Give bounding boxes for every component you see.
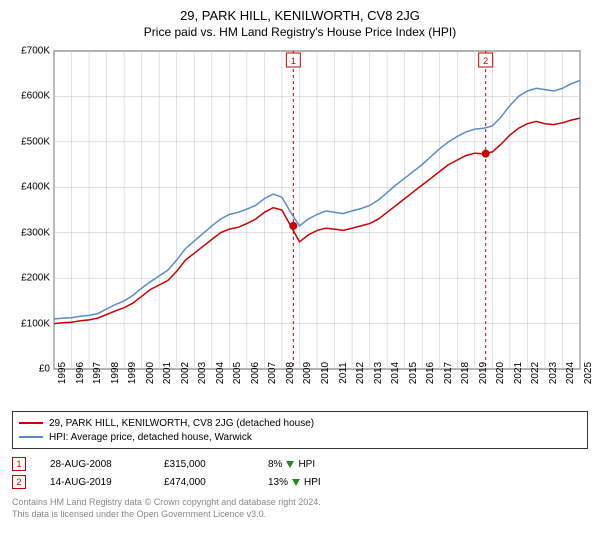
- x-tick-label: 2002: [180, 362, 191, 384]
- sale-date: 28-AUG-2008: [50, 459, 140, 470]
- y-tick-label: £100K: [21, 318, 50, 329]
- sale-delta-pct: 13%: [268, 477, 288, 488]
- sale-delta: 8% HPI: [268, 459, 315, 470]
- sale-delta: 13% HPI: [268, 477, 321, 488]
- legend-swatch: [19, 422, 43, 424]
- legend-item: HPI: Average price, detached house, Warw…: [19, 430, 581, 444]
- x-tick-label: 2010: [320, 362, 331, 384]
- y-tick-label: £600K: [21, 91, 50, 102]
- y-axis-labels: £0£100K£200K£300K£400K£500K£600K£700K: [12, 45, 54, 405]
- sales-table: 1 28-AUG-2008 £315,000 8% HPI 2 14-AUG-2019 £47…: [12, 455, 588, 491]
- x-tick-label: 2017: [443, 362, 454, 384]
- chart-subtitle: Price paid vs. HM Land Registry's House …: [12, 25, 588, 39]
- x-tick-label: 2004: [215, 362, 226, 384]
- chart-area: 12 £0£100K£200K£300K£400K£500K£600K£700K…: [12, 45, 588, 405]
- y-tick-label: £300K: [21, 227, 50, 238]
- footer-line: Contains HM Land Registry data © Crown c…: [12, 497, 588, 509]
- sale-price: £315,000: [164, 459, 244, 470]
- x-tick-label: 2014: [390, 362, 401, 384]
- x-axis-labels: 1995199619971998199920002001200220032004…: [12, 369, 588, 405]
- x-tick-label: 2000: [145, 362, 156, 384]
- y-tick-label: £400K: [21, 182, 50, 193]
- sale-delta-suffix: HPI: [304, 477, 321, 488]
- footer-attribution: Contains HM Land Registry data © Crown c…: [12, 497, 588, 520]
- x-tick-label: 2022: [530, 362, 541, 384]
- sale-date: 14-AUG-2019: [50, 477, 140, 488]
- x-tick-label: 2009: [302, 362, 313, 384]
- line-chart: 12: [12, 45, 588, 405]
- sale-delta-suffix: HPI: [298, 459, 315, 470]
- y-tick-label: £200K: [21, 273, 50, 284]
- x-tick-label: 1999: [127, 362, 138, 384]
- x-tick-label: 2016: [425, 362, 436, 384]
- x-tick-label: 2020: [495, 362, 506, 384]
- x-tick-label: 2005: [232, 362, 243, 384]
- x-tick-label: 2006: [250, 362, 261, 384]
- x-tick-label: 1995: [57, 362, 68, 384]
- sale-marker-box: 2: [12, 475, 26, 489]
- x-tick-label: 2024: [565, 362, 576, 384]
- arrow-down-icon: [286, 461, 294, 468]
- legend-label: HPI: Average price, detached house, Warw…: [49, 432, 252, 443]
- sale-delta-pct: 8%: [268, 459, 282, 470]
- x-tick-label: 2012: [355, 362, 366, 384]
- x-tick-label: 1996: [75, 362, 86, 384]
- legend-label: 29, PARK HILL, KENILWORTH, CV8 2JG (deta…: [49, 418, 314, 429]
- legend: 29, PARK HILL, KENILWORTH, CV8 2JG (deta…: [12, 411, 588, 449]
- chart-title: 29, PARK HILL, KENILWORTH, CV8 2JG: [12, 8, 588, 23]
- sale-price: £474,000: [164, 477, 244, 488]
- legend-item: 29, PARK HILL, KENILWORTH, CV8 2JG (deta…: [19, 416, 581, 430]
- x-tick-label: 2007: [267, 362, 278, 384]
- sale-row: 2 14-AUG-2019 £474,000 13% HPI: [12, 473, 588, 491]
- x-tick-label: 2003: [197, 362, 208, 384]
- x-tick-label: 2013: [373, 362, 384, 384]
- x-tick-label: 2011: [338, 362, 349, 384]
- chart-container: 29, PARK HILL, KENILWORTH, CV8 2JG Price…: [0, 0, 600, 560]
- x-tick-label: 2001: [162, 362, 173, 384]
- x-tick-label: 1997: [92, 362, 103, 384]
- x-tick-label: 2018: [460, 362, 471, 384]
- x-tick-label: 2021: [513, 362, 524, 384]
- x-tick-label: 2008: [285, 362, 296, 384]
- y-tick-label: £500K: [21, 136, 50, 147]
- x-tick-label: 2019: [478, 362, 489, 384]
- y-tick-label: £700K: [21, 46, 50, 57]
- sale-row: 1 28-AUG-2008 £315,000 8% HPI: [12, 455, 588, 473]
- svg-text:2: 2: [483, 56, 488, 66]
- sale-marker-box: 1: [12, 457, 26, 471]
- svg-text:1: 1: [291, 56, 296, 66]
- footer-line: This data is licensed under the Open Gov…: [12, 509, 588, 521]
- x-tick-label: 1998: [110, 362, 121, 384]
- legend-swatch: [19, 436, 43, 438]
- x-tick-label: 2025: [583, 362, 594, 384]
- x-tick-label: 2015: [408, 362, 419, 384]
- arrow-down-icon: [292, 479, 300, 486]
- x-tick-label: 2023: [548, 362, 559, 384]
